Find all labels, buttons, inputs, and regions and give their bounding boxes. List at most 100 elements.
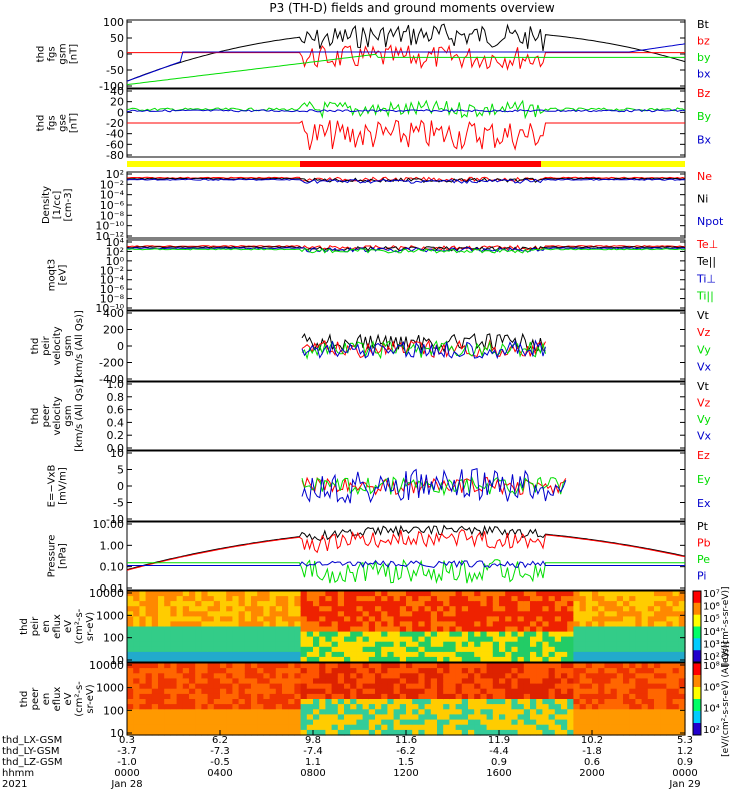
spectrogram-cell [474,596,481,602]
spectrogram-cell [362,646,370,653]
spectrogram-cell [325,724,333,731]
x-tick-label-lx: 11.9 [488,735,510,746]
y-tick-label: 10⁻⁸ [100,293,125,306]
spectrogram-cell [300,641,308,648]
spectrogram-cell [629,724,636,731]
spectrogram-cell [567,621,574,628]
spectrogram-cell [220,646,227,653]
spectrogram-cell [288,626,295,633]
spectrogram-cell [207,631,215,638]
colorbar-tick-label: 10⁵ [703,614,720,625]
spectrogram-cell [344,606,351,612]
spectrogram-cell [244,673,252,679]
spectrogram-cell [306,616,314,623]
spectrogram-cell [511,631,519,638]
spectrogram-cell [598,704,605,710]
spectrogram-cell [635,626,643,633]
spectrogram-cell [145,724,153,731]
spectrogram-cell [244,651,252,658]
spectrogram-cell [499,641,506,648]
spectrogram-cell [654,651,661,658]
spectrogram-cell [660,591,667,597]
spectrogram-cell [635,673,643,679]
spectrogram-cell [176,699,184,705]
spectrogram-cell [635,709,643,715]
spectrogram-cell [356,663,364,669]
spectrogram-cell [486,704,494,710]
spectrogram-cell [610,699,618,705]
spectrogram-cell [164,651,171,658]
spectrogram-cell [418,606,426,612]
spectrogram-cell [275,596,283,602]
spectrogram-cell [511,651,519,658]
spectrogram-cell [263,714,271,721]
spectrogram-cell [468,663,475,669]
spectrogram-cell [561,651,568,658]
spectrogram-cell [381,606,388,612]
spectrogram-cell [554,673,562,679]
spectrogram-cell [647,596,655,602]
spectrogram-cell [678,651,686,658]
spectrogram-cell [579,591,587,597]
spectrogram-cell [244,616,252,623]
spectrogram-cell [337,688,345,695]
spectrogram-cell [623,683,630,690]
spectrogram-cell [213,636,221,643]
spectrogram-cell [455,683,463,690]
spectrogram-cell [641,673,649,679]
spectrogram-cell [629,704,636,710]
spectrogram-cell [455,709,463,715]
spectrogram-cell [641,688,649,695]
spectrogram-cell [455,601,463,607]
spectrogram-cell [226,673,233,679]
spectrogram-cell [635,699,643,705]
spectrogram-cell [492,729,500,736]
spectrogram-cell [585,606,593,612]
spectrogram-cell [660,611,667,617]
spectrogram-cell [350,678,357,685]
spectrogram-cell [381,631,388,638]
spectrogram-cell [610,678,618,685]
spectrogram-cell [406,616,413,623]
spectrogram-cell [641,631,649,638]
spectrogram-cell [629,601,636,607]
spectrogram-cell [300,699,308,705]
spectrogram-cell [412,663,419,669]
y-tick-label: 10⁻⁴ [100,274,125,287]
spectrogram-cell [319,729,326,736]
spectrogram-cell [288,596,295,602]
spectrogram-cell [449,646,457,653]
spectrogram-cell [288,729,295,736]
spectrogram-cell [337,626,345,633]
spectrogram-cell [523,611,531,617]
spectrogram-cell [313,616,320,623]
spectrogram-cell [387,668,395,674]
spectrogram-cell [164,601,171,607]
spectrogram-cell [145,646,153,653]
spectrogram-cell [579,601,587,607]
spectrogram-cell [480,651,488,658]
spectrogram-cell [189,611,196,617]
spectrogram-cell [461,709,469,715]
spectrogram-cell [604,621,612,628]
spectrogram-cell [530,724,537,731]
spectrogram-cell [437,631,444,638]
spectrogram-cell [368,606,376,612]
x-row-label: thd_LY-GSM [2,746,59,757]
y-tick-label: 10⁻⁴ [100,189,125,202]
spectrogram-cell [424,606,432,612]
spectrogram-cell [133,641,140,648]
spectrogram-cell [474,641,481,648]
spectrogram-cell [412,704,419,710]
spectrogram-cell [207,616,215,623]
spectrogram-cell [660,651,667,658]
spectrogram-cell [238,656,246,663]
spectrogram-cell [238,631,246,638]
y-tick-label: 0.01 [100,582,125,595]
spectrogram-cell [610,646,618,653]
spectrogram-cell [375,673,382,679]
spectrogram-cell [505,724,512,731]
spectrogram-cell [213,704,221,710]
spectrogram-cell [579,683,587,690]
y-tick-label: 10 [110,654,124,667]
